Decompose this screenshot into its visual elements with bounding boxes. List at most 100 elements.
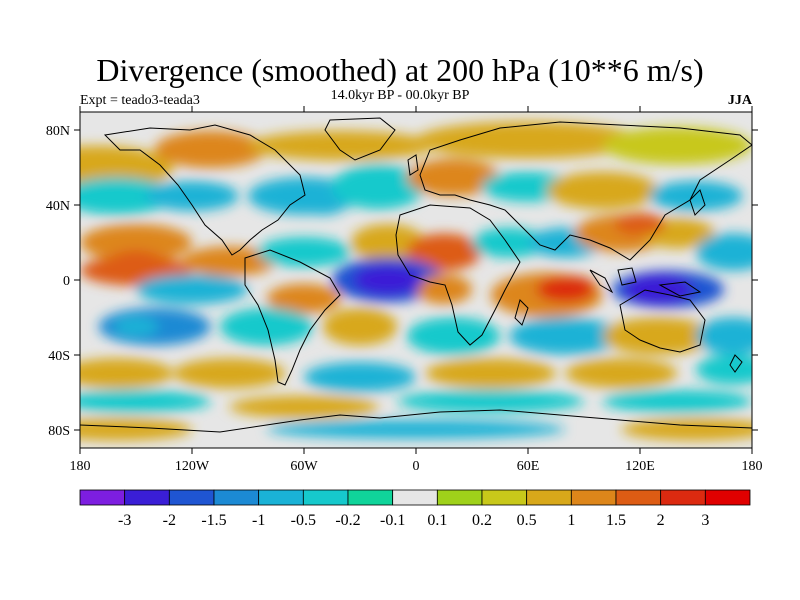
- coastline-north-america: [103, 124, 306, 256]
- field-patch: [80, 224, 192, 262]
- field-patch: [416, 274, 472, 305]
- feature-center: [110, 250, 162, 273]
- coastline-madagascar: [514, 299, 529, 326]
- y-tick-label: 80S: [48, 424, 70, 439]
- colorbar-label: -0.1: [380, 512, 405, 529]
- x-tick-label: 60E: [517, 459, 540, 474]
- field-patch: [266, 283, 342, 314]
- colorbar-swatch: [392, 489, 438, 506]
- map-field: [80, 112, 752, 448]
- field-patch: [621, 418, 752, 441]
- field-patch: [80, 358, 174, 389]
- x-tick-label: 180: [70, 459, 91, 474]
- field-patch: [696, 317, 752, 355]
- field-patch: [397, 390, 584, 413]
- coastline-new-zealand: [729, 354, 743, 373]
- colorbar-swatch: [704, 489, 751, 506]
- field-patch: [266, 420, 566, 439]
- field-patch: [229, 395, 379, 419]
- x-tick-label: 120E: [625, 459, 655, 474]
- field-patch: [416, 121, 640, 159]
- coastline-eurasia: [419, 121, 752, 261]
- feature-center: [352, 264, 424, 296]
- time-label: 14.0kyr BP - 00.0kyr BP: [330, 88, 470, 103]
- colorbar-swatch: [526, 489, 572, 506]
- colorbar-label: -1: [252, 512, 265, 529]
- experiment-label: Expt = teado3-teada3: [80, 93, 200, 108]
- colorbar-swatch: [258, 489, 304, 506]
- colorbar-swatch: [570, 489, 617, 506]
- colorbar-swatch: [124, 489, 170, 506]
- field-patch: [602, 126, 752, 165]
- colorbar-swatch: [302, 489, 349, 506]
- field-patch: [696, 354, 752, 385]
- field-patch: [472, 227, 547, 258]
- field-patch: [425, 358, 556, 389]
- field-patch: [332, 164, 426, 210]
- field-patch: [406, 317, 501, 355]
- field-patch: [406, 158, 501, 196]
- colorbar-label: 1: [567, 512, 575, 529]
- y-tick-label: 40S: [48, 349, 70, 364]
- coastline-japan: [689, 189, 706, 216]
- feature-center: [614, 212, 666, 236]
- coastline-south-america: [244, 249, 341, 386]
- colorbar-swatch: [481, 489, 528, 506]
- field-patch: [145, 181, 239, 211]
- y-tick-label: 0: [63, 274, 70, 289]
- x-tick-label: 180: [742, 459, 763, 474]
- coastline-borneo: [617, 267, 637, 286]
- x-tick-label: 60W: [290, 459, 318, 474]
- colorbar-swatch: [168, 489, 215, 506]
- coastline-new-guinea: [658, 281, 702, 297]
- feature-center: [409, 240, 461, 264]
- chart-title: Divergence (smoothed) at 200 hPa (10**6 …: [96, 52, 704, 88]
- colorbar-label: 1.5: [606, 512, 626, 529]
- coastline-australia: [619, 289, 706, 353]
- colorbar-label: 3: [701, 512, 709, 529]
- colorbar-swatch: [615, 489, 662, 506]
- field-patch: [509, 317, 622, 355]
- colorbar-swatch: [79, 489, 126, 506]
- field-patch: [602, 317, 715, 355]
- coastline-africa: [395, 204, 521, 346]
- coastline-sumatra: [589, 269, 614, 294]
- colorbar-swatch: [436, 489, 483, 506]
- field-patch: [80, 418, 192, 441]
- colorbar-swatch: [660, 489, 706, 506]
- field-patch: [304, 362, 416, 393]
- field-patch: [649, 181, 743, 211]
- colorbar: -3 -2 -1.5 -1 -0.5 -0.2 -0.1 0.1 0.2 0.5 1 1.5 2 3: [79, 489, 751, 529]
- field-patch: [154, 130, 267, 168]
- field-patch: [546, 171, 659, 210]
- x-tick-label: 120W: [175, 459, 210, 474]
- colorbar-label: 2: [657, 512, 665, 529]
- colorbar-label: -0.2: [335, 512, 360, 529]
- field-patch: [350, 224, 426, 262]
- coastline-antarctica: [80, 409, 752, 433]
- field-patch: [565, 358, 678, 389]
- colorbar-label: -0.5: [291, 512, 316, 529]
- feature-center: [623, 273, 694, 305]
- coastline-greenland: [324, 117, 396, 161]
- coastline-uk: [407, 154, 419, 176]
- field-patch: [602, 390, 752, 413]
- colorbar-label: -3: [118, 512, 131, 529]
- feature-center: [300, 195, 346, 216]
- colorbar-label: -2: [163, 512, 176, 529]
- colorbar-swatch: [213, 489, 260, 506]
- colorbar-swatch: [347, 489, 394, 506]
- y-tick-label: 40N: [46, 199, 70, 214]
- field-patch: [248, 130, 435, 161]
- field-patch: [322, 308, 398, 346]
- field-patch: [696, 233, 752, 271]
- field-patch: [182, 246, 276, 277]
- colorbar-label: 0.1: [427, 512, 447, 529]
- colorbar-label: 0.2: [472, 512, 492, 529]
- colorbar-label: -1.5: [201, 512, 226, 529]
- field-patch: [80, 390, 211, 413]
- y-tick-label: 80N: [46, 124, 70, 139]
- field-patch: [136, 274, 248, 305]
- field-patch: [173, 358, 286, 389]
